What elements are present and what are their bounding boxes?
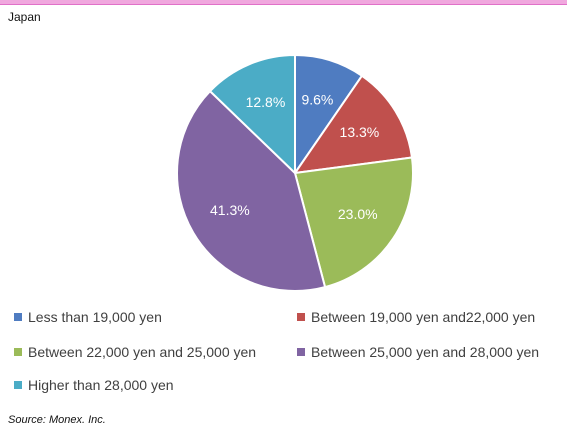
pie-slice-22000-25000 [293,156,414,289]
pie-data-label-19000-22000: 13.3% [340,124,380,140]
legend-item-higher-than-28000: Higher than 28,000 yen [14,377,174,393]
pie-data-label-22000-25000: 23.0% [338,206,378,222]
pie-chart: 9.6% 13.3% 23.0% 41.3% 12.8% [176,53,414,292]
legend-swatch [14,348,22,356]
legend-swatch [14,313,22,321]
legend-label: Less than 19,000 yen [28,309,162,325]
legend-item-19000-22000: Between 19,000 yen and22,000 yen [297,309,535,325]
header-accent-line [0,4,567,5]
pie-slice-19000-22000 [292,74,414,175]
pie-slice-25000-28000 [176,89,327,292]
source-note: Source: Monex. Inc. [8,414,106,426]
pie-data-label-higher-than-28000: 12.8% [246,94,286,110]
legend-item-less-than-19000: Less than 19,000 yen [14,309,162,325]
header-accent-bar [0,0,567,4]
pie-data-label-less-than-19000: 9.6% [301,92,333,108]
pie-data-label-25000-28000: 41.3% [210,202,250,218]
legend-item-25000-28000: Between 25,000 yen and 28,000 yen [297,344,539,360]
legend-swatch [14,381,22,389]
legend-label: Between 19,000 yen and22,000 yen [311,309,536,325]
legend-label: Higher than 28,000 yen [28,377,174,393]
legend-label: Between 22,000 yen and 25,000 yen [28,344,257,360]
legend-swatch [297,313,305,321]
legend-item-22000-25000: Between 22,000 yen and 25,000 yen [14,344,256,360]
legend-label: Between 25,000 yen and 28,000 yen [311,344,540,360]
chart-subtitle: Japan [8,10,41,24]
pie-slice-higher-than-28000 [208,53,296,176]
legend-swatch [297,348,305,356]
